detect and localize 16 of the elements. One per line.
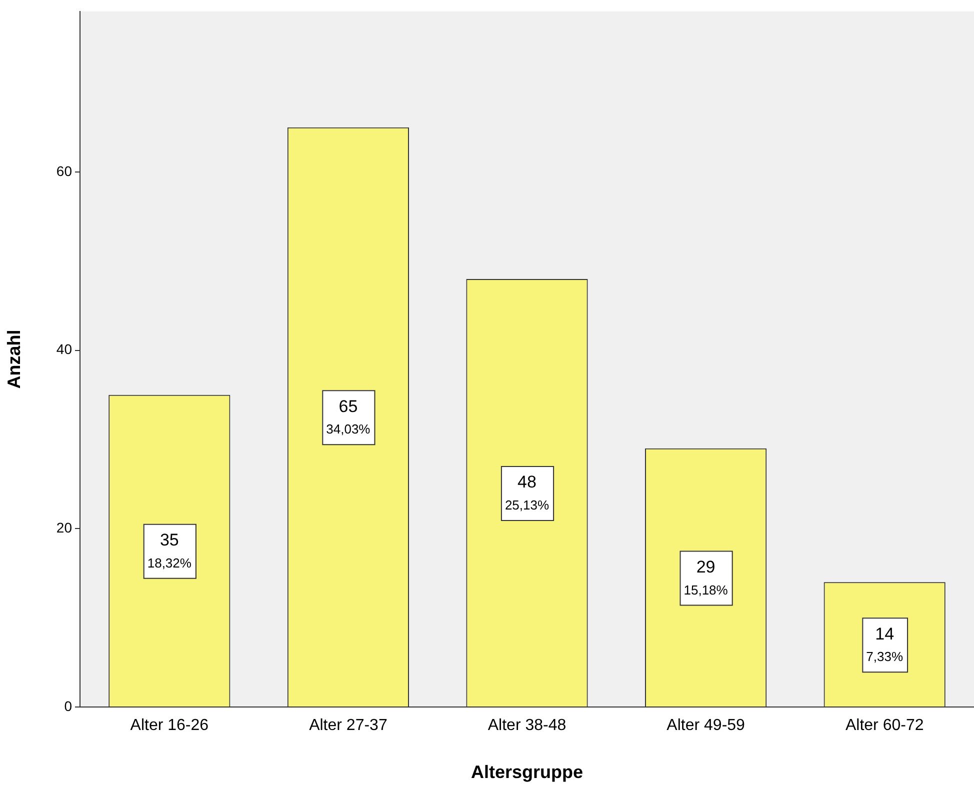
y-tick-label: 20: [56, 520, 72, 536]
y-tick-label: 40: [56, 341, 72, 358]
x-tick-label: Alter 27-37: [309, 717, 388, 734]
y-tick-label: 60: [56, 162, 72, 179]
data-label: 29 15,18%: [684, 557, 728, 598]
data-label: 35 18,32%: [147, 530, 192, 571]
data-label: 14 7,33%: [866, 624, 904, 664]
x-tick-label: Alter 60-72: [845, 717, 924, 734]
x-tick-label: Alter 49-59: [666, 717, 746, 734]
y-axis-title: Anzahl: [4, 330, 24, 389]
data-label: 65 34,03%: [326, 396, 371, 437]
x-tick-label: Alter 16-26: [130, 717, 209, 734]
data-label: 48 25,13%: [504, 472, 550, 513]
x-tick-label: Alter 38-48: [488, 717, 566, 734]
x-axis-title: Altersgruppe: [470, 762, 584, 782]
y-tick-label: 0: [64, 698, 72, 714]
